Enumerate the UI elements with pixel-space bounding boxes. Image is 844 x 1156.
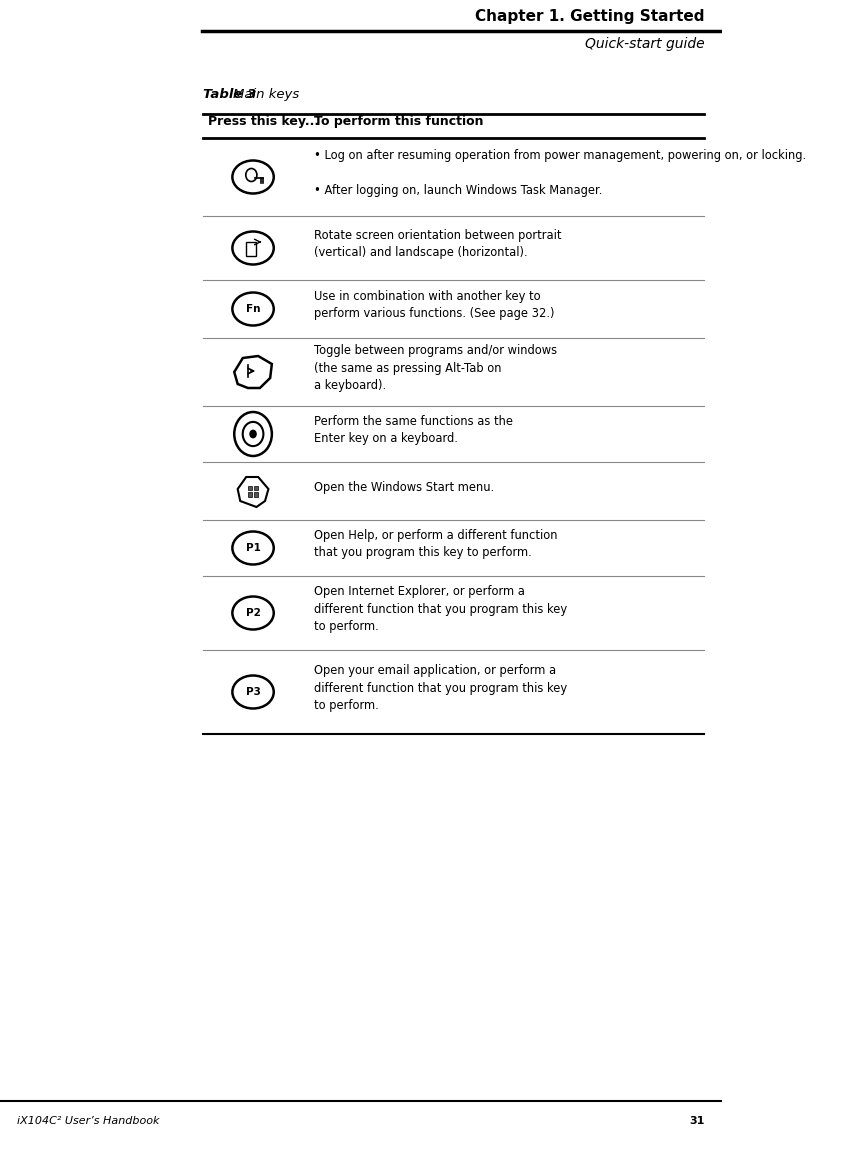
Text: Chapter 1. Getting Started: Chapter 1. Getting Started bbox=[475, 9, 705, 24]
Text: Fn: Fn bbox=[246, 304, 260, 314]
FancyBboxPatch shape bbox=[254, 486, 257, 490]
Text: iX104C² User’s Handbook: iX104C² User’s Handbook bbox=[17, 1116, 160, 1126]
Text: Main keys: Main keys bbox=[233, 88, 299, 101]
Text: Toggle between programs and/or windows
(the same as pressing Alt-Tab on
a keyboa: Toggle between programs and/or windows (… bbox=[314, 344, 557, 392]
Text: Press this key...: Press this key... bbox=[208, 114, 319, 128]
FancyBboxPatch shape bbox=[254, 492, 257, 496]
Text: Use in combination with another key to
perform various functions. (See page 32.): Use in combination with another key to p… bbox=[314, 290, 555, 320]
Text: Quick-start guide: Quick-start guide bbox=[585, 37, 705, 51]
Text: Open the Windows Start menu.: Open the Windows Start menu. bbox=[314, 481, 494, 494]
Text: Open Help, or perform a different function
that you program this key to perform.: Open Help, or perform a different functi… bbox=[314, 528, 557, 560]
Text: Open Internet Explorer, or perform a
different function that you program this ke: Open Internet Explorer, or perform a dif… bbox=[314, 585, 567, 633]
Text: Perform the same functions as the
Enter key on a keyboard.: Perform the same functions as the Enter … bbox=[314, 415, 513, 445]
Text: • Log on after resuming operation from power management, powering on, or locking: • Log on after resuming operation from p… bbox=[314, 149, 806, 197]
Text: P1: P1 bbox=[246, 543, 261, 553]
Circle shape bbox=[249, 430, 257, 438]
FancyBboxPatch shape bbox=[248, 486, 252, 490]
Text: Open your email application, or perform a
different function that you program th: Open your email application, or perform … bbox=[314, 664, 567, 712]
FancyBboxPatch shape bbox=[248, 492, 252, 496]
Text: Rotate screen orientation between portrait
(vertical) and landscape (horizontal): Rotate screen orientation between portra… bbox=[314, 229, 561, 259]
Text: To perform this function: To perform this function bbox=[314, 114, 484, 128]
Text: P3: P3 bbox=[246, 687, 261, 697]
Text: P2: P2 bbox=[246, 608, 261, 618]
Text: Table 3: Table 3 bbox=[203, 88, 257, 101]
Text: 31: 31 bbox=[689, 1116, 705, 1126]
